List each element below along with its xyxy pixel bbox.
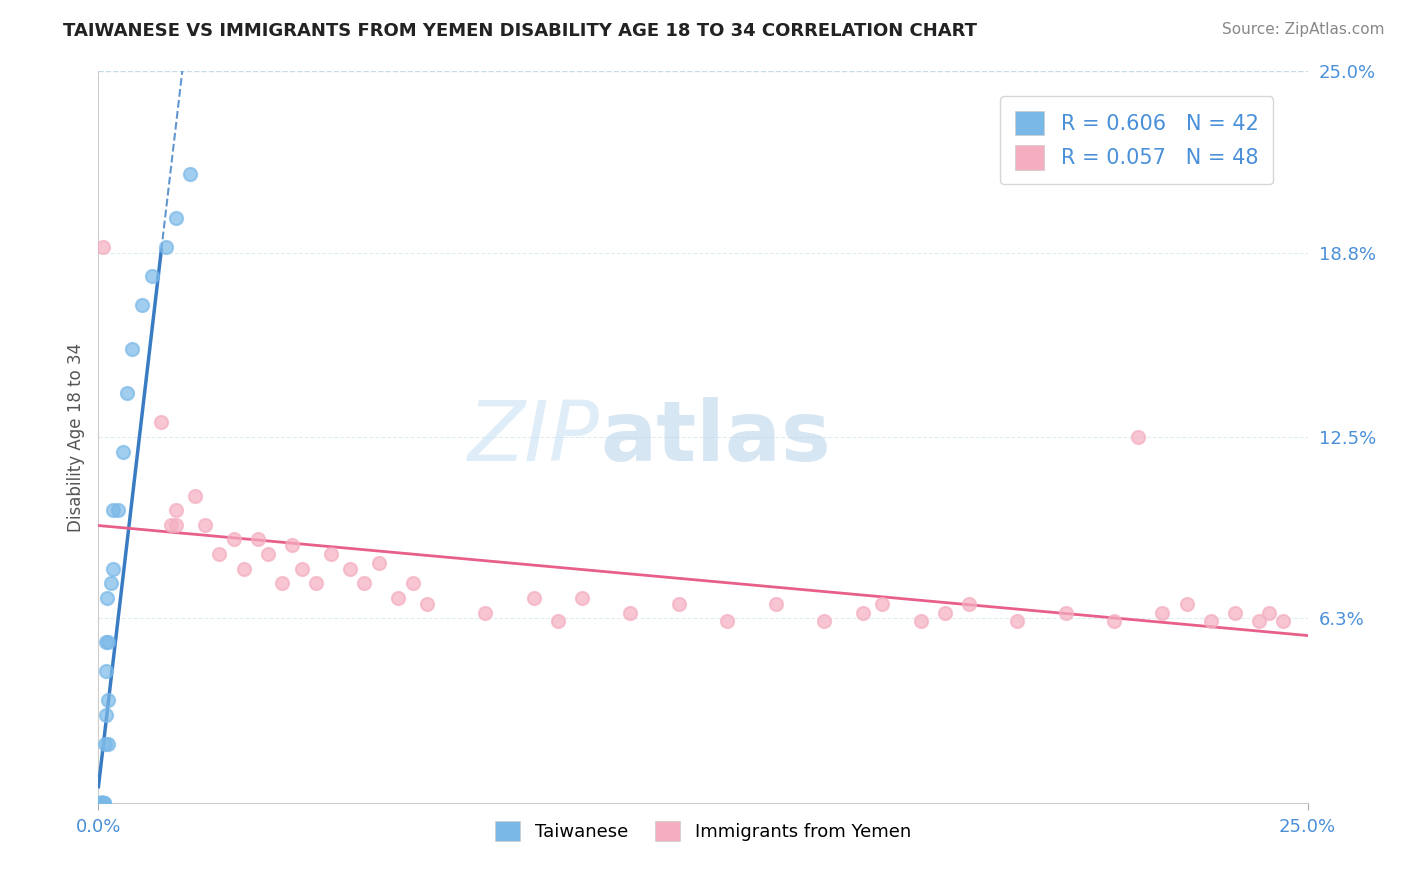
Point bbox=[100, 576, 122, 591]
Point bbox=[93, 796, 115, 810]
Point bbox=[416, 597, 439, 611]
Point bbox=[523, 591, 546, 605]
Point bbox=[91, 796, 114, 810]
Point bbox=[165, 503, 187, 517]
Point bbox=[91, 796, 114, 810]
Point bbox=[179, 167, 201, 181]
Point bbox=[368, 556, 391, 570]
Point bbox=[94, 664, 117, 678]
Point bbox=[1223, 606, 1246, 620]
Point bbox=[96, 635, 118, 649]
Point bbox=[141, 269, 163, 284]
Point bbox=[91, 240, 114, 254]
Point bbox=[94, 708, 117, 723]
Y-axis label: Disability Age 18 to 34: Disability Age 18 to 34 bbox=[66, 343, 84, 532]
Point bbox=[89, 796, 111, 810]
Point bbox=[91, 796, 114, 810]
Point bbox=[402, 576, 425, 591]
Point bbox=[716, 615, 738, 629]
Point bbox=[90, 796, 112, 810]
Point bbox=[353, 576, 375, 591]
Point bbox=[155, 240, 177, 254]
Point bbox=[1054, 606, 1077, 620]
Point bbox=[165, 517, 187, 532]
Text: TAIWANESE VS IMMIGRANTS FROM YEMEN DISABILITY AGE 18 TO 34 CORRELATION CHART: TAIWANESE VS IMMIGRANTS FROM YEMEN DISAB… bbox=[63, 22, 977, 40]
Point bbox=[339, 562, 361, 576]
Point bbox=[271, 576, 294, 591]
Point bbox=[668, 597, 690, 611]
Point bbox=[165, 211, 187, 225]
Text: Source: ZipAtlas.com: Source: ZipAtlas.com bbox=[1222, 22, 1385, 37]
Point bbox=[1007, 615, 1029, 629]
Point bbox=[91, 796, 114, 810]
Point bbox=[1128, 430, 1150, 444]
Point bbox=[90, 796, 112, 810]
Point bbox=[290, 562, 312, 576]
Point bbox=[387, 591, 409, 605]
Text: atlas: atlas bbox=[600, 397, 831, 477]
Point bbox=[90, 796, 112, 810]
Point bbox=[547, 615, 569, 629]
Point bbox=[91, 796, 114, 810]
Point bbox=[89, 796, 111, 810]
Point bbox=[934, 606, 956, 620]
Point bbox=[90, 796, 112, 810]
Point bbox=[256, 547, 278, 561]
Point bbox=[101, 562, 124, 576]
Point bbox=[91, 796, 114, 810]
Point bbox=[281, 538, 304, 552]
Point bbox=[232, 562, 254, 576]
Point bbox=[1257, 606, 1279, 620]
Point bbox=[852, 606, 875, 620]
Point bbox=[90, 796, 112, 810]
Point bbox=[1102, 615, 1125, 629]
Point bbox=[813, 615, 835, 629]
Point bbox=[247, 533, 270, 547]
Point bbox=[765, 597, 787, 611]
Point bbox=[184, 489, 207, 503]
Text: ZIP: ZIP bbox=[468, 397, 600, 477]
Point bbox=[117, 386, 139, 401]
Point bbox=[111, 444, 134, 458]
Legend: Taiwanese, Immigrants from Yemen: Taiwanese, Immigrants from Yemen bbox=[488, 814, 918, 848]
Point bbox=[90, 796, 112, 810]
Point bbox=[305, 576, 328, 591]
Point bbox=[571, 591, 593, 605]
Point bbox=[957, 597, 980, 611]
Point bbox=[910, 615, 932, 629]
Point bbox=[96, 591, 118, 605]
Point bbox=[107, 503, 129, 517]
Point bbox=[131, 298, 153, 312]
Point bbox=[97, 635, 120, 649]
Point bbox=[1249, 615, 1271, 629]
Point bbox=[91, 796, 114, 810]
Point bbox=[222, 533, 245, 547]
Point bbox=[121, 343, 143, 357]
Point bbox=[97, 693, 120, 707]
Point bbox=[319, 547, 342, 561]
Point bbox=[91, 796, 114, 810]
Point bbox=[101, 503, 124, 517]
Point bbox=[90, 796, 112, 810]
Point bbox=[93, 796, 115, 810]
Point bbox=[870, 597, 893, 611]
Point bbox=[89, 796, 111, 810]
Point bbox=[1152, 606, 1174, 620]
Point bbox=[1199, 615, 1222, 629]
Point bbox=[150, 416, 173, 430]
Point bbox=[474, 606, 496, 620]
Point bbox=[160, 517, 183, 532]
Point bbox=[89, 796, 111, 810]
Point bbox=[93, 737, 115, 751]
Point bbox=[619, 606, 641, 620]
Point bbox=[97, 737, 120, 751]
Point bbox=[194, 517, 217, 532]
Point bbox=[208, 547, 231, 561]
Point bbox=[1175, 597, 1198, 611]
Point bbox=[1272, 615, 1295, 629]
Point bbox=[91, 796, 114, 810]
